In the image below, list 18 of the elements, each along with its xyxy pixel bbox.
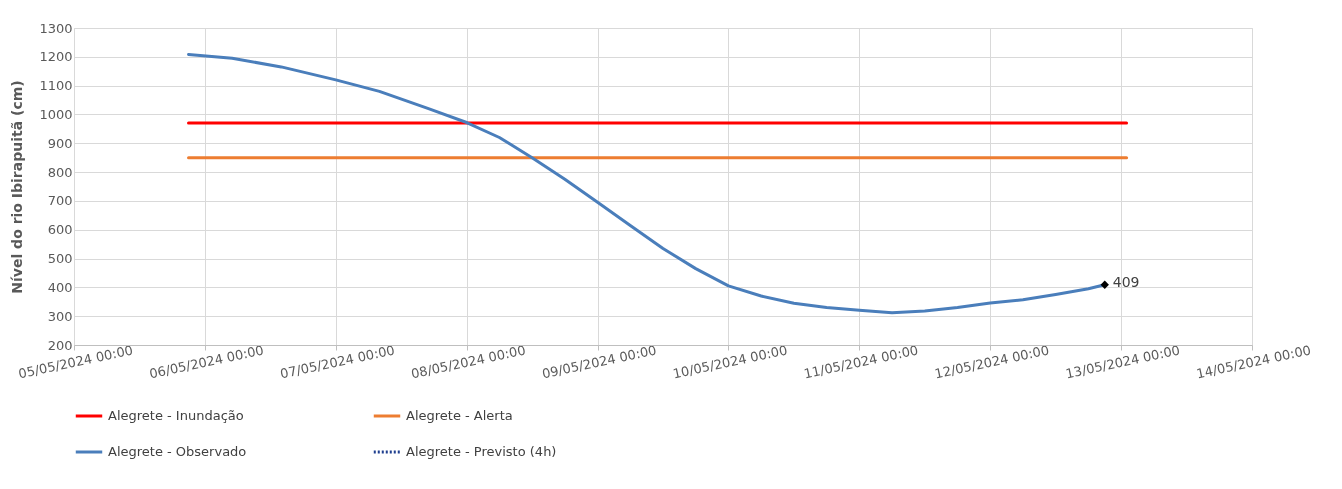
- data-label: 409: [1112, 273, 1140, 290]
- y-tick-label: 300: [47, 308, 73, 324]
- legend-label: Alegrete - Observado: [108, 444, 247, 459]
- y-tick-label: 700: [47, 193, 73, 209]
- y-tick-label: 1100: [39, 78, 73, 94]
- y-tick-label: 200: [47, 337, 73, 353]
- y-tick-label: 1000: [39, 106, 73, 122]
- y-axis-title: Nível do rio Ibirapuitã (cm): [9, 80, 26, 294]
- legend-label: Alegrete - Inundação: [108, 408, 244, 423]
- legend-label: Alegrete - Previsto (4h): [406, 444, 557, 459]
- legend-label: Alegrete - Alerta: [406, 408, 513, 423]
- y-tick-label: 800: [47, 164, 73, 180]
- y-tick-label: 600: [47, 222, 73, 238]
- y-tick-label: 500: [47, 251, 73, 267]
- y-tick-label: 900: [47, 135, 73, 151]
- y-tick-label: 400: [47, 279, 73, 295]
- y-tick-label: 1300: [39, 20, 73, 36]
- y-tick-label: 1200: [39, 49, 73, 65]
